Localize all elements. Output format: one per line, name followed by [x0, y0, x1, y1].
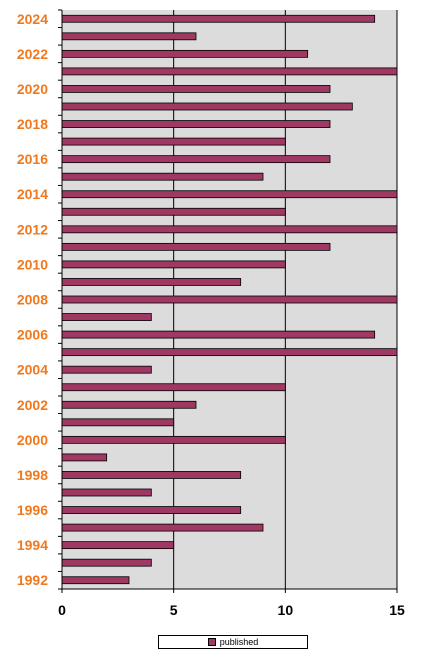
- bar: [61, 541, 175, 550]
- bar: [61, 207, 286, 216]
- x-tick-label: 15: [389, 602, 405, 618]
- y-tick-label: 1992: [17, 572, 48, 588]
- legend-swatch: [207, 638, 216, 646]
- x-tick-label: 0: [58, 602, 66, 618]
- bar: [61, 576, 130, 585]
- y-tick-label: 2018: [17, 116, 48, 132]
- bar: [61, 348, 398, 357]
- bar: [61, 14, 376, 23]
- bar: [61, 49, 309, 58]
- bar: [61, 488, 152, 497]
- y-tick-label: 1996: [17, 502, 48, 518]
- y-tick-label: 2024: [17, 11, 48, 27]
- y-tick-label: 2000: [17, 432, 48, 448]
- x-tick-label: 5: [170, 602, 178, 618]
- bar: [61, 67, 398, 76]
- bar: [61, 330, 376, 339]
- y-tick-label: 2022: [17, 46, 48, 62]
- bar: [61, 400, 197, 409]
- bar: [61, 102, 353, 111]
- y-tick-label: 2002: [17, 397, 48, 413]
- y-tick-label: 2016: [17, 151, 48, 167]
- bar: [61, 278, 242, 286]
- legend: published: [158, 635, 308, 649]
- bar: [61, 418, 175, 427]
- bar: [61, 172, 264, 181]
- bar: [61, 120, 331, 128]
- bar: [61, 190, 398, 199]
- y-tick-label: 1994: [17, 537, 48, 553]
- bar: [61, 242, 331, 251]
- bar: [61, 471, 242, 479]
- bar: [61, 523, 264, 532]
- bar: [61, 32, 197, 41]
- y-tick-label: 2004: [17, 362, 48, 378]
- legend-label: published: [219, 637, 259, 647]
- y-tick-label: 2010: [17, 256, 48, 272]
- bar: [61, 260, 286, 269]
- bar: [61, 225, 398, 234]
- y-tick-label: 2014: [17, 186, 48, 202]
- bar: [61, 365, 152, 374]
- bar: [61, 85, 331, 93]
- bar: [61, 506, 242, 514]
- y-tick-label: 2012: [17, 221, 48, 237]
- bar: [61, 155, 331, 164]
- bar: [61, 453, 108, 462]
- y-tick-label: 1998: [17, 467, 48, 483]
- bar: [61, 435, 286, 444]
- x-tick-label: 10: [278, 602, 294, 618]
- bar: [61, 313, 152, 321]
- bar: [61, 383, 286, 392]
- y-tick-label: 2006: [17, 327, 48, 343]
- y-tick-label: 2008: [17, 292, 48, 308]
- bar: [61, 295, 398, 304]
- bar: [61, 558, 152, 567]
- bar: [61, 137, 286, 146]
- y-tick-label: 2020: [17, 81, 48, 97]
